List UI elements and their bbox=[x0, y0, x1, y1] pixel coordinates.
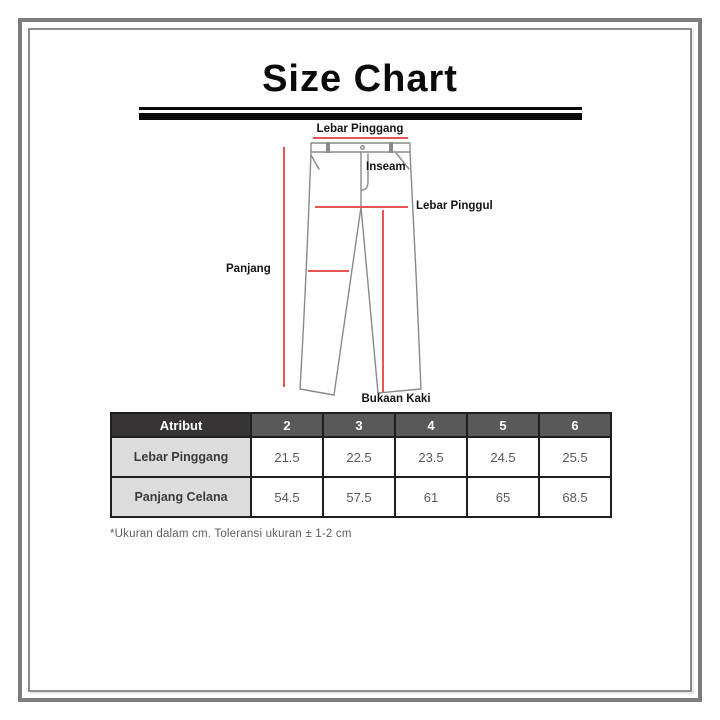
page-title: Size Chart bbox=[262, 58, 458, 100]
belt-loops bbox=[326, 142, 393, 153]
length-value-size-3: 57.5 bbox=[322, 476, 396, 518]
size-table: Atribut 2 3 4 5 6 Lebar Pinggang 21.5 22… bbox=[110, 412, 612, 518]
left-pocket bbox=[310, 154, 320, 170]
table-row-length: Panjang Celana 54.5 57.5 61 65 68.5 bbox=[110, 476, 612, 518]
header-cell-size-3: 3 bbox=[322, 412, 396, 438]
waist-value-size-4: 23.5 bbox=[394, 436, 468, 478]
belt-loop-left bbox=[326, 142, 330, 153]
pants-outline bbox=[299, 142, 422, 396]
length-value-size-4: 61 bbox=[394, 476, 468, 518]
pants-diagram bbox=[283, 137, 422, 396]
fly-placket bbox=[361, 153, 369, 191]
divider-thin-rule bbox=[139, 107, 582, 110]
waist-value-size-2: 21.5 bbox=[250, 436, 324, 478]
inner-frame-border bbox=[28, 28, 692, 692]
right-leg bbox=[360, 151, 422, 394]
hip-label: Lebar Pinggul bbox=[416, 200, 493, 212]
length-label: Panjang bbox=[226, 263, 271, 275]
length-value-size-2: 54.5 bbox=[250, 476, 324, 518]
row-label-waist: Lebar Pinggang bbox=[110, 436, 252, 478]
table-header-row: Atribut 2 3 4 5 6 bbox=[110, 412, 612, 438]
waist-button bbox=[360, 144, 366, 150]
size-tolerance-footnote: *Ukuran dalam cm. Toleransi ukuran ± 1-2… bbox=[110, 528, 352, 540]
table-row-waist: Lebar Pinggang 21.5 22.5 23.5 24.5 25.5 bbox=[110, 436, 612, 478]
header-cell-size-4: 4 bbox=[394, 412, 468, 438]
inseam-label: Inseam bbox=[366, 161, 406, 173]
outer-frame-border bbox=[18, 18, 702, 702]
waist-label: Lebar Pinggang bbox=[316, 123, 404, 135]
title-divider bbox=[139, 107, 582, 120]
length-value-size-5: 65 bbox=[466, 476, 540, 518]
waist-value-size-3: 22.5 bbox=[322, 436, 396, 478]
right-pocket bbox=[395, 152, 410, 170]
divider-thick-rule bbox=[139, 113, 582, 120]
waist-value-size-6: 25.5 bbox=[538, 436, 612, 478]
length-value-size-6: 68.5 bbox=[538, 476, 612, 518]
row-label-length: Panjang Celana bbox=[110, 476, 252, 518]
waist-value-size-5: 24.5 bbox=[466, 436, 540, 478]
belt-loop-right bbox=[389, 142, 393, 153]
leg-opening-label: Bukaan Kaki bbox=[361, 393, 431, 405]
header-cell-size-2: 2 bbox=[250, 412, 324, 438]
left-leg bbox=[299, 151, 362, 396]
measurement-lines bbox=[283, 137, 408, 392]
header-cell-size-5: 5 bbox=[466, 412, 540, 438]
header-cell-attribute: Atribut bbox=[110, 412, 252, 438]
header-cell-size-6: 6 bbox=[538, 412, 612, 438]
